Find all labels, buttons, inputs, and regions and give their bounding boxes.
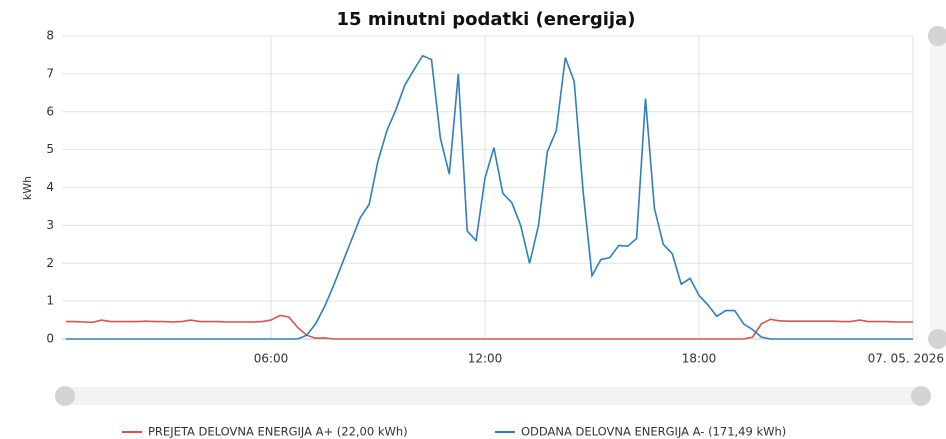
y-tick-label: 3 xyxy=(46,218,54,232)
vscroll-handle-top[interactable] xyxy=(928,26,946,46)
x-tick-label: 12:00 xyxy=(468,352,503,366)
scroll-handle-left[interactable] xyxy=(55,386,75,406)
y-axis-label: kWh xyxy=(21,176,34,200)
vertical-scrollbar xyxy=(930,36,946,339)
scrollbar-track xyxy=(65,387,921,405)
scroll-handle-right[interactable] xyxy=(911,386,931,406)
x-tick-label: 07. 05. 2026 xyxy=(868,352,944,366)
legend-label: ODDANA DELOVNA ENERGIJA A- (171,49 kWh) xyxy=(521,425,786,439)
series-line xyxy=(65,54,913,340)
y-tick-label: 8 xyxy=(46,29,54,43)
y-tick-label: 6 xyxy=(46,104,54,118)
x-tick-label: 06:00 xyxy=(254,352,289,366)
chart-title: 15 minutni podatki (energija) xyxy=(337,9,636,30)
legend-label: PREJETA DELOVNA ENERGIJA A+ (22,00 kWh) xyxy=(148,425,408,439)
y-tick-label: 5 xyxy=(46,142,54,156)
x-tick-label: 18:00 xyxy=(682,352,717,366)
y-tick-label: 7 xyxy=(46,66,54,80)
y-tick-label: 4 xyxy=(46,180,54,194)
legend: PREJETA DELOVNA ENERGIJA A+ (22,00 kWh) O… xyxy=(122,425,786,439)
vscroll-handle-bottom[interactable] xyxy=(928,329,946,349)
y-tick-label: 1 xyxy=(46,294,54,308)
y-tick-label: 0 xyxy=(46,332,54,346)
series-line xyxy=(65,314,913,340)
plot: 0 1 2 3 4 5 6 7 8 06:00 12:00 18:00 07. 05. 2026 xyxy=(46,29,944,366)
y-tick-label: 2 xyxy=(46,256,54,270)
